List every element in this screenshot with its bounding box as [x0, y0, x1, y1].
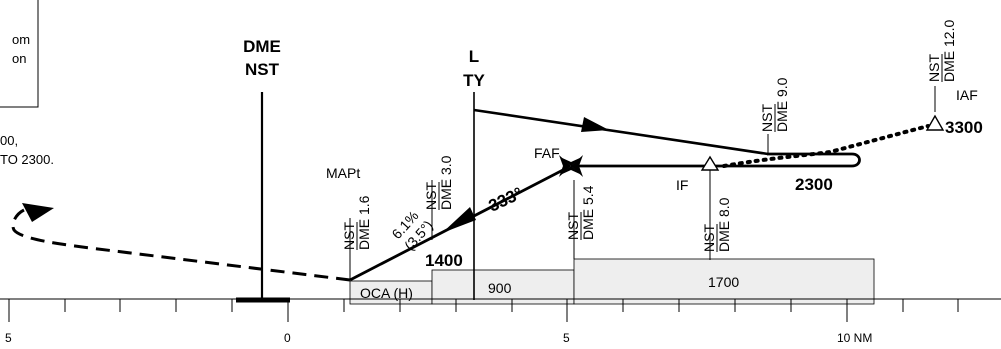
scale-label-5-left: 5 — [5, 331, 12, 345]
altitude-2300: 2300 — [795, 175, 833, 194]
svg-text:NST: NST — [423, 182, 439, 210]
note-box — [0, 0, 39, 108]
svg-text:DME 9.0: DME 9.0 — [774, 77, 790, 132]
dme-station-label-1: DME — [243, 37, 281, 56]
fix-label-dme3: NST DME 3.0 — [423, 155, 454, 210]
svg-text:DME 1.6: DME 1.6 — [356, 195, 372, 250]
locator-label-2: TY — [463, 71, 485, 90]
missed-approach-note-line1: 00, — [0, 133, 18, 148]
iaf-triangle-icon — [925, 114, 945, 131]
descent-arrowhead — [442, 207, 476, 233]
arrival-segment — [473, 108, 769, 156]
mapt-label: MAPt — [326, 165, 360, 181]
min-block-1700 — [573, 258, 875, 305]
fix-label-if: NST DME 8.0 — [701, 197, 732, 252]
if-label: IF — [676, 177, 688, 193]
svg-text:NST: NST — [759, 104, 775, 132]
note-box-line1: om — [12, 32, 30, 47]
missed-approach-note-line2: TO 2300. — [0, 152, 54, 167]
descent-gradient-label: 6.1% (3.5°) — [388, 208, 436, 254]
svg-text:DME 5.4: DME 5.4 — [580, 185, 596, 240]
missed-approach-path — [11, 208, 351, 282]
fix-label-iaf: NST DME 12.0 — [926, 20, 957, 82]
scale-label-0: 0 — [284, 331, 291, 345]
min-value-1700: 1700 — [708, 274, 739, 290]
svg-text:DME 8.0: DME 8.0 — [716, 197, 732, 252]
final-course-label: 333° — [486, 183, 526, 215]
arrival-arrowhead — [581, 117, 609, 132]
locator-label-1: L — [469, 47, 479, 66]
if-triangle-icon — [700, 155, 720, 171]
fix-label-mapt: NST DME 1.6 — [341, 195, 372, 250]
faf-maltese-cross-icon — [559, 155, 583, 177]
min-value-900: 900 — [488, 280, 512, 296]
altitude-3300: 3300 — [945, 118, 983, 137]
scale-label-10nm: 10 NM — [837, 331, 872, 345]
svg-text:NST: NST — [565, 212, 581, 240]
iaf-label: IAF — [956, 87, 978, 103]
missed-approach-arrowhead — [22, 203, 54, 222]
svg-text:DME 12.0: DME 12.0 — [941, 20, 957, 82]
oca-label: OCA (H) — [360, 285, 413, 301]
svg-text:NST: NST — [701, 224, 717, 252]
dme-station-label-2: NST — [245, 60, 280, 79]
fix-label-dme9: NST DME 9.0 — [759, 77, 790, 132]
min-block-900 — [431, 269, 575, 305]
iaf-transition-dotted — [722, 124, 930, 168]
altitude-1400: 1400 — [425, 251, 463, 270]
faf-label: FAF — [534, 145, 560, 161]
fix-label-faf: NST DME 5.4 — [565, 185, 596, 240]
svg-text:NST: NST — [926, 54, 942, 82]
procedure-turn-racetrack — [710, 152, 861, 168]
distance-scale — [0, 298, 1001, 322]
svg-text:NST: NST — [341, 222, 357, 250]
svg-text:DME 3.0: DME 3.0 — [438, 155, 454, 210]
scale-label-5: 5 — [563, 331, 570, 345]
note-box-line2: on — [12, 51, 26, 66]
